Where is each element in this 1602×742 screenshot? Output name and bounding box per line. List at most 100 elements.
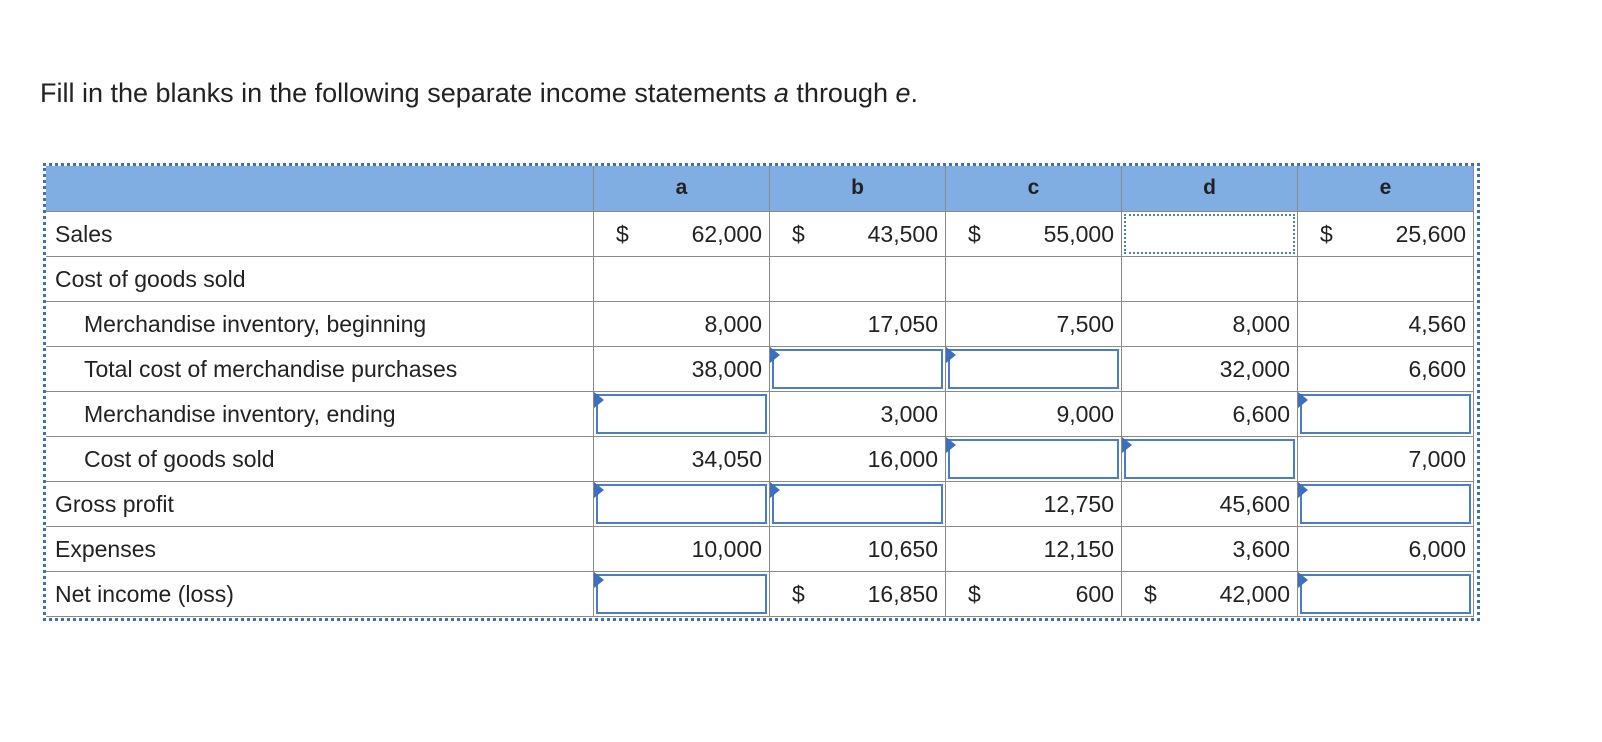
input-marker [946,437,956,453]
value-cell: $55,000 [946,212,1122,257]
column-header: c [946,166,1122,212]
row-label: Gross profit [46,482,594,527]
cell-value: 6,000 [1408,536,1466,562]
title-part: Fill in the blanks in the following sepa… [40,78,774,108]
value-cell [1122,212,1298,257]
value-cell [946,347,1122,392]
input-marker [770,482,780,498]
title-part: . [910,78,919,108]
title-part: through [788,78,896,108]
value-cell: 38,000 [594,347,770,392]
value-cell: 3,600 [1122,527,1298,572]
row-label: Total cost of merchandise purchases [46,347,594,392]
value-cell [770,347,946,392]
value-cell: 6,600 [1122,392,1298,437]
cell-value: 42,000 [1219,581,1290,607]
answer-input[interactable] [1300,484,1471,524]
input-marker [1298,392,1308,408]
cell-value: 16,850 [867,581,938,607]
cell-value: 7,000 [1408,446,1466,472]
column-header: b [770,166,946,212]
answer-input[interactable] [596,394,767,434]
cell-value: 6,600 [1232,401,1290,427]
value-cell: 10,650 [770,527,946,572]
instructions: Fill in the blanks in the following sepa… [40,78,918,109]
value-cell: 6,600 [1298,347,1474,392]
value-cell: 9,000 [946,392,1122,437]
answer-input[interactable] [772,484,943,524]
answer-input[interactable] [948,439,1119,479]
value-cell: $16,850 [770,572,946,617]
currency-symbol: $ [1320,221,1333,247]
value-cell: 7,000 [1298,437,1474,482]
answer-input[interactable] [1124,439,1295,479]
input-marker [1298,482,1308,498]
cell-value: 34,050 [691,446,762,472]
title-part: a [773,78,789,108]
header-cell [46,166,594,212]
cell-value: 7,500 [1056,311,1114,337]
value-cell [946,437,1122,482]
value-cell [594,392,770,437]
input-marker [594,392,604,408]
input-marker [770,347,780,363]
currency-symbol: $ [792,581,805,607]
answer-input[interactable] [1124,214,1295,254]
cell-value: 55,000 [1043,221,1114,247]
income-table: a b c d e Sales $62,000 $43,500 $55,000 $25,600 Co… [43,163,1480,621]
cell-value: 16,000 [867,446,938,472]
cell-value: 17,050 [867,311,938,337]
value-cell: 4,560 [1298,302,1474,347]
cell-value: 32,000 [1219,356,1290,382]
answer-input[interactable] [1300,574,1471,614]
answer-input[interactable] [772,349,943,389]
cell-value: 3,600 [1232,536,1290,562]
row-label: Cost of goods sold [46,257,594,302]
cell-value: 45,600 [1219,491,1290,517]
input-marker [946,347,956,363]
value-cell: 10,000 [594,527,770,572]
value-cell [1122,437,1298,482]
column-header: e [1298,166,1474,212]
value-cell: 8,000 [594,302,770,347]
input-marker [594,482,604,498]
value-cell: 17,050 [770,302,946,347]
cell-value: 4,560 [1408,311,1466,337]
cell-value: 3,000 [880,401,938,427]
row-label: Expenses [46,527,594,572]
cell-value: 10,000 [691,536,762,562]
answer-input[interactable] [948,349,1119,389]
value-cell: 45,600 [1122,482,1298,527]
answer-input[interactable] [596,484,767,524]
value-cell: 12,750 [946,482,1122,527]
value-cell: 7,500 [946,302,1122,347]
answer-input[interactable] [596,574,767,614]
value-cell [946,257,1122,302]
input-marker [1298,572,1308,588]
cell-value: 6,600 [1408,356,1466,382]
currency-symbol: $ [616,221,629,247]
value-cell: 6,000 [1298,527,1474,572]
value-cell: $600 [946,572,1122,617]
cell-value: 12,150 [1043,536,1114,562]
cell-value: 62,000 [691,221,762,247]
value-cell: $42,000 [1122,572,1298,617]
input-marker [594,572,604,588]
currency-symbol: $ [968,221,981,247]
value-cell: 12,150 [946,527,1122,572]
row-label: Merchandise inventory, ending [46,392,594,437]
value-cell [1298,482,1474,527]
value-cell: 32,000 [1122,347,1298,392]
row-label: Merchandise inventory, beginning [46,302,594,347]
value-cell [1298,572,1474,617]
value-cell: $43,500 [770,212,946,257]
cell-value: 38,000 [691,356,762,382]
value-cell: $25,600 [1298,212,1474,257]
value-cell [594,482,770,527]
cell-value: 43,500 [867,221,938,247]
cell-value: 8,000 [704,311,762,337]
value-cell [770,257,946,302]
answer-input[interactable] [1300,394,1471,434]
